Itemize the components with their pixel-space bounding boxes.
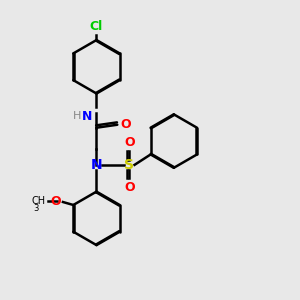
Text: S: S [124,158,134,172]
Text: Cl: Cl [90,20,103,33]
Text: O: O [121,118,131,131]
Text: O: O [50,195,61,208]
Text: O: O [124,136,134,148]
Text: O: O [124,181,134,194]
Text: H: H [73,111,82,122]
Text: N: N [82,110,92,123]
Text: CH: CH [32,196,46,206]
Text: N: N [91,158,102,172]
Text: 3: 3 [33,203,39,212]
